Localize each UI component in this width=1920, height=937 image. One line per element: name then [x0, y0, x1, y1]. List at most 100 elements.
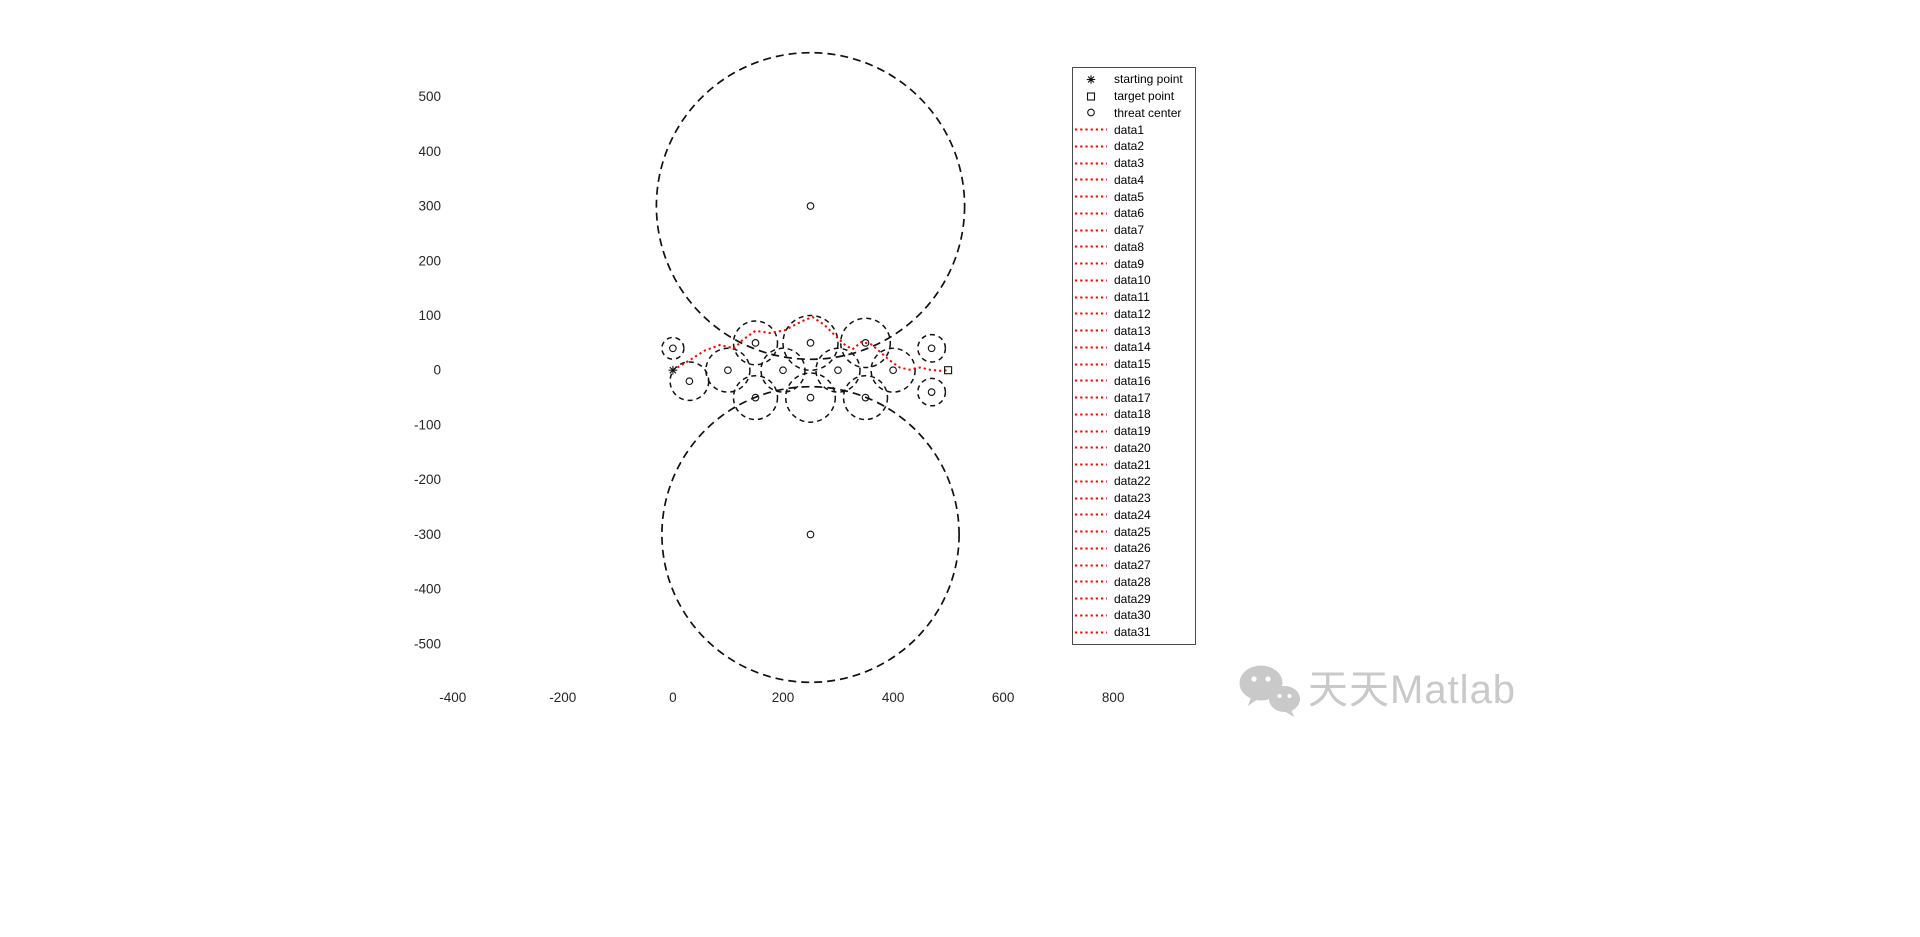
y-tick-label: 300 [418, 199, 441, 214]
legend-item: data31 [1073, 624, 1195, 641]
legend-item: data1 [1073, 121, 1195, 138]
legend-item: data19 [1073, 423, 1195, 440]
legend-item: data24 [1073, 507, 1195, 524]
x-tick-label: 0 [669, 690, 677, 705]
threat-range-circle [655, 51, 966, 361]
legend-line-sample [1075, 396, 1107, 399]
legend-line-sample [1075, 329, 1107, 332]
legend-item: starting point [1073, 71, 1195, 88]
legend-line-sample [1075, 178, 1107, 181]
legend-item: data28 [1073, 574, 1195, 591]
threat-range-circle [815, 347, 861, 393]
legend-item: data3 [1073, 155, 1195, 172]
legend-item: data29 [1073, 590, 1195, 607]
legend-label: data5 [1114, 189, 1145, 204]
legend-label: data4 [1114, 172, 1145, 187]
legend-item: data16 [1073, 373, 1195, 390]
legend-label: data23 [1114, 491, 1151, 506]
threat-center-marker [751, 393, 760, 402]
threat-range-circle [839, 317, 892, 369]
legend-label: data10 [1114, 273, 1151, 288]
legend-item: data23 [1073, 490, 1195, 507]
x-tick-label: 800 [1102, 690, 1125, 705]
legend-item: data6 [1073, 205, 1195, 222]
threat-range-circle [870, 347, 916, 393]
legend-item: data4 [1073, 172, 1195, 189]
legend-line-sample [1075, 245, 1107, 248]
legend-item: data20 [1073, 440, 1195, 457]
threat-range-circle [661, 385, 960, 684]
legend-line-sample [1075, 296, 1107, 299]
threat-range-circle [842, 374, 889, 421]
legend-line-sample [1075, 162, 1107, 165]
legend-item: data27 [1073, 557, 1195, 574]
legend-label: data19 [1114, 424, 1151, 439]
y-tick-label: -500 [414, 636, 441, 651]
legend-label: data14 [1114, 340, 1151, 355]
legend-line-sample [1075, 580, 1107, 583]
legend-label: data6 [1114, 206, 1145, 221]
threat-center-marker [927, 344, 936, 353]
y-tick-label: -400 [414, 582, 441, 597]
threat-range-circle [732, 374, 779, 421]
legend-label: data1 [1114, 122, 1145, 137]
y-tick-label: 0 [433, 363, 441, 378]
threat-center-marker [724, 366, 732, 375]
start-point-marker [669, 366, 677, 374]
legend-label: data21 [1114, 457, 1151, 472]
legend-label: data7 [1114, 223, 1145, 238]
legend-label: data17 [1114, 390, 1151, 405]
x-tick-label: -200 [549, 690, 576, 705]
legend-item: data10 [1073, 272, 1195, 289]
legend-item: data5 [1073, 188, 1195, 205]
legend: starting point target point threat center d… [1072, 67, 1196, 645]
threat-center-marker [751, 339, 760, 347]
legend-line-sample [1075, 312, 1107, 315]
y-tick-label: 100 [418, 308, 441, 323]
threat-center-marker [806, 339, 815, 347]
legend-line-sample [1075, 597, 1107, 600]
legend-item: data22 [1073, 473, 1195, 490]
threat-range-circle [917, 333, 947, 363]
legend-item: data26 [1073, 540, 1195, 557]
legend-label: data11 [1114, 290, 1150, 305]
legend-item: data15 [1073, 356, 1195, 373]
threat-range-circle [917, 377, 947, 407]
y-tick-label: -200 [414, 472, 441, 487]
legend-label: data3 [1114, 156, 1145, 171]
legend-label: data16 [1114, 373, 1151, 388]
legend-line-sample [1075, 346, 1107, 349]
legend-line-sample [1075, 363, 1107, 366]
threat-center-marker [834, 366, 842, 375]
legend-line-sample [1075, 430, 1107, 433]
legend-line-sample [1075, 279, 1107, 282]
y-tick-label: -100 [414, 418, 441, 433]
legend-label: data30 [1114, 608, 1151, 623]
legend-label: target point [1114, 89, 1175, 104]
threat-range-circle [705, 347, 751, 393]
threat-center-marker [927, 388, 936, 396]
legend-label: data13 [1114, 323, 1151, 338]
legend-item: data9 [1073, 255, 1195, 272]
legend-square-sample [1086, 92, 1096, 101]
legend-line-sample [1075, 145, 1107, 148]
legend-label: data9 [1114, 256, 1145, 271]
threat-range-circle [784, 372, 837, 423]
legend-item: data18 [1073, 406, 1195, 423]
x-tick-label: 600 [992, 690, 1015, 705]
legend-line-sample [1075, 513, 1107, 516]
y-tick-label: 200 [418, 253, 441, 268]
x-tick-label: 400 [882, 690, 905, 705]
legend-line-sample [1075, 446, 1107, 449]
threat-center-marker [861, 393, 870, 402]
legend-item: target point [1073, 88, 1195, 105]
x-tick-label: 200 [772, 690, 795, 705]
legend-line-sample [1075, 480, 1107, 483]
legend-line-sample [1075, 564, 1107, 567]
threat-center-marker [779, 366, 787, 375]
legend-item: data30 [1073, 607, 1195, 624]
legend-item: data21 [1073, 456, 1195, 473]
y-tick-label: 400 [418, 144, 441, 159]
legend-item: data11 [1073, 289, 1195, 306]
threat-center-marker [669, 344, 677, 353]
